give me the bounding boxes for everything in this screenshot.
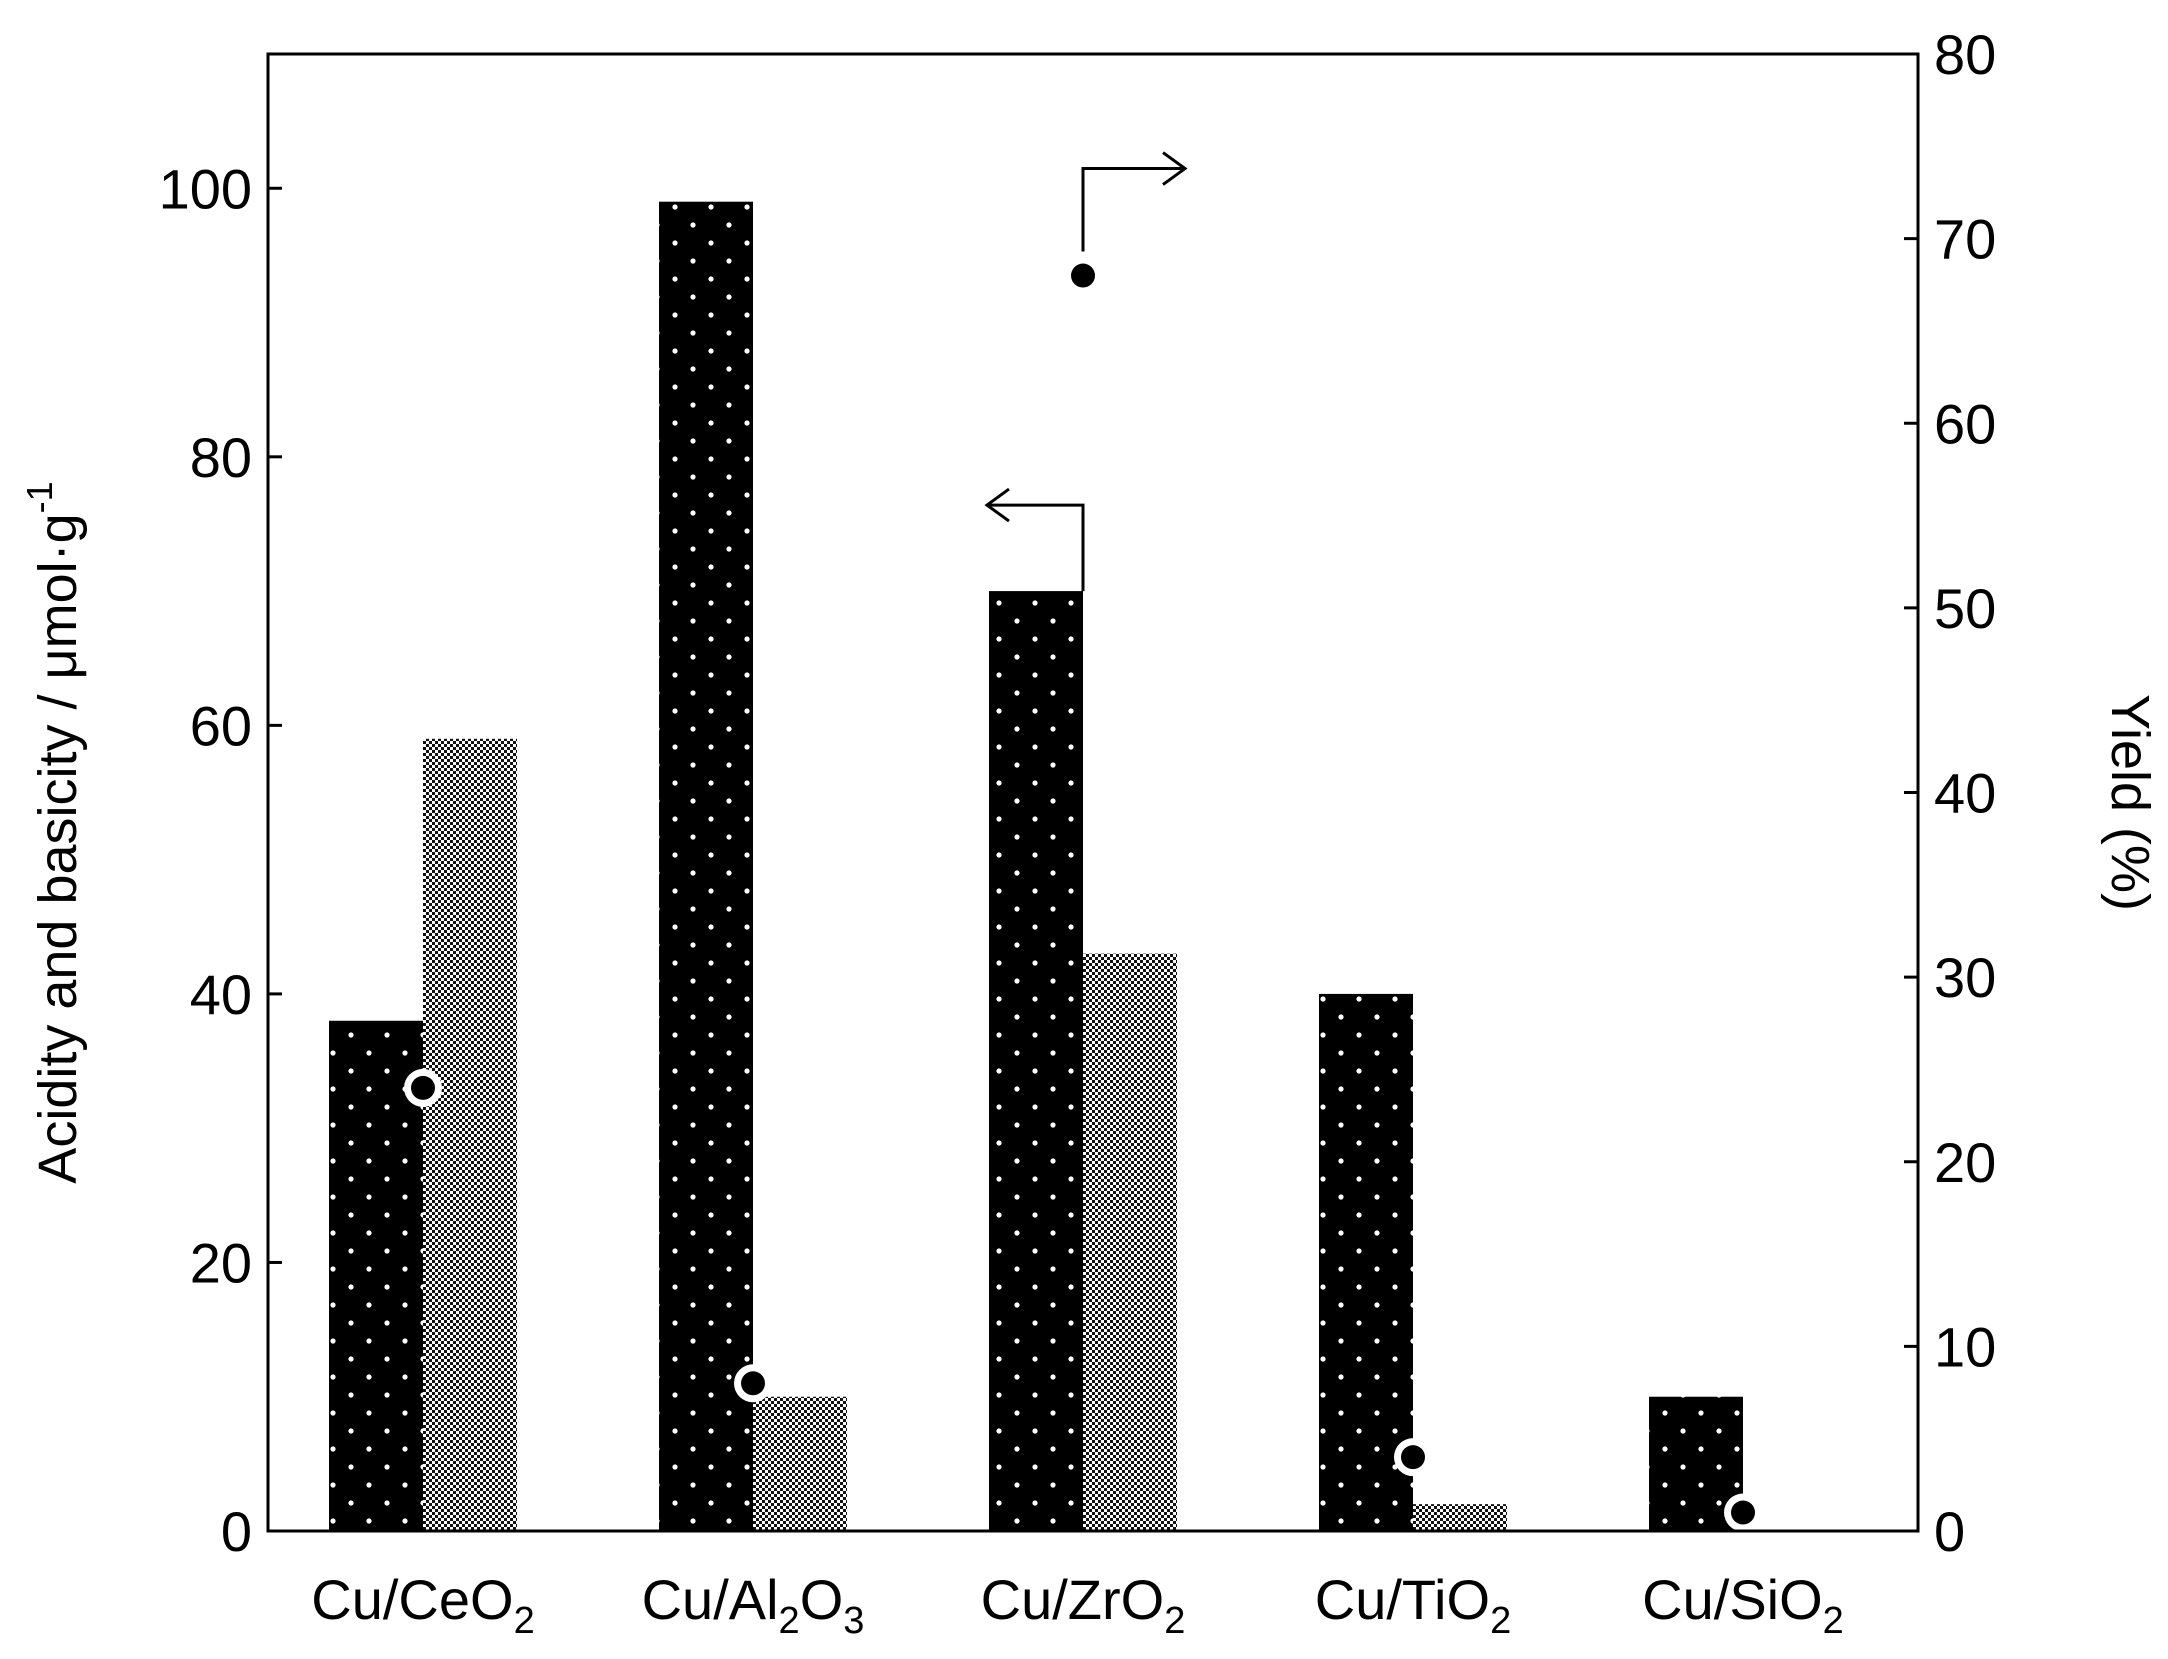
y-left-tick-label: 0	[221, 1500, 252, 1563]
axes-layer: 0 20 40 60 80 100 0 10 20 30 40 50 60 70 80 Cu/CeO2 Cu/A…	[159, 23, 1997, 1642]
y-right-tick-label: 10	[1934, 1315, 1996, 1378]
yield-marker	[1071, 263, 1095, 288]
bar-series2-cu-tio2	[1413, 1504, 1507, 1531]
y-left-tick-label: 60	[190, 694, 252, 757]
bar-series2-cu-ceo2	[423, 738, 517, 1531]
y-left-tick-label: 80	[190, 426, 252, 489]
y-right-tick-label: 70	[1934, 208, 1996, 271]
bar-series1-cu-ceo2	[329, 1020, 423, 1531]
arrow-to-left-axis	[987, 503, 1085, 592]
bar-series2-cu-al2o3	[753, 1396, 847, 1531]
x-category-label: Cu/Al2O3	[642, 1568, 865, 1642]
yield-marker	[1731, 1500, 1755, 1525]
y-axis-title-left: Acidity and basicity / μmol·g-1	[19, 481, 88, 1183]
y-left-tick-label: 100	[159, 157, 252, 220]
bar-series1-cu-al2o3	[659, 201, 753, 1532]
y-right-tick-label: 20	[1934, 1131, 1996, 1194]
y-right-tick-label: 60	[1934, 392, 1996, 455]
bar-series2-cu-zro2	[1083, 953, 1177, 1531]
yield-marker	[411, 1075, 435, 1100]
markers-layer	[404, 256, 1762, 1532]
x-category-label: Cu/TiO2	[1315, 1568, 1511, 1642]
y-right-tick-label: 0	[1934, 1500, 1965, 1563]
y-right-tick-label: 40	[1934, 762, 1996, 825]
x-category-label: Cu/CeO2	[311, 1568, 534, 1642]
y-right-tick-label: 30	[1934, 946, 1996, 1009]
bar-series1-cu-zro2	[989, 591, 1083, 1531]
y-right-tick-label: 80	[1934, 23, 1996, 86]
yield-marker	[1401, 1445, 1425, 1470]
bar-series1-cu-tio2	[1319, 993, 1413, 1531]
bars-layer	[329, 201, 1743, 1532]
arrow-head-right	[1162, 151, 1188, 186]
yield-marker	[741, 1371, 765, 1396]
y-axis-title-right: Yield (%)	[2100, 694, 2160, 911]
arrow-head-left	[984, 487, 1010, 523]
x-category-label: Cu/SiO2	[1642, 1568, 1844, 1642]
y-left-tick-label: 20	[190, 1231, 252, 1294]
x-category-label: Cu/ZrO2	[981, 1568, 1186, 1642]
y-left-tick-label: 40	[190, 963, 252, 1026]
arrow-to-right-axis	[1081, 167, 1185, 252]
y-right-tick-label: 50	[1934, 577, 1996, 640]
annotation-layer	[984, 151, 1188, 592]
